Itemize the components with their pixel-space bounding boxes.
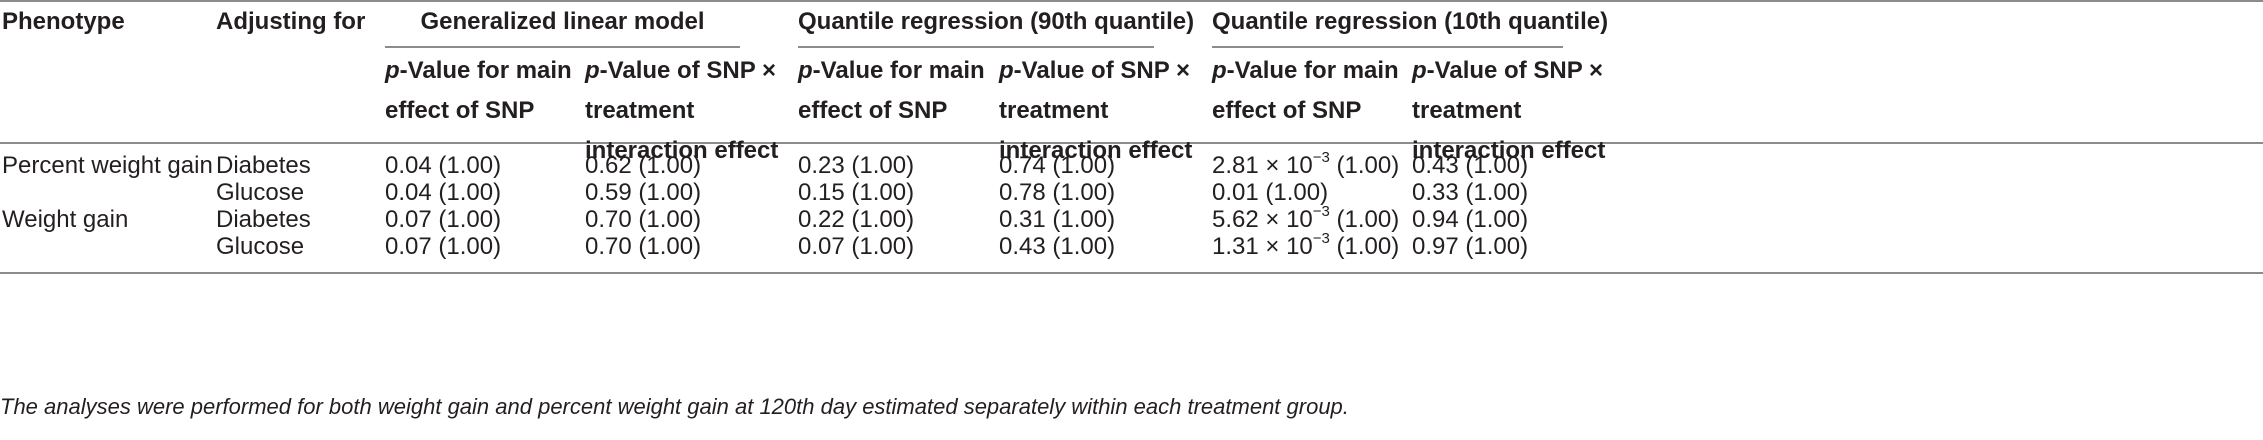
table-cell: 0.33 (1.00) bbox=[1412, 179, 1529, 206]
table-cell: 0.07 (1.00) bbox=[385, 206, 502, 233]
table-cell: 0.59 (1.00) bbox=[585, 179, 702, 206]
row-adjusting-for: Glucose bbox=[216, 179, 305, 206]
header-adjusting-for: Adjusting for bbox=[216, 8, 366, 35]
subheader-main-q90: p-Value for main effect of SNP bbox=[798, 57, 985, 124]
table-cell: 0.74 (1.00) bbox=[999, 152, 1116, 179]
table-cell: 0.62 (1.00) bbox=[585, 152, 702, 179]
table-cell: 2.81 × 10−3 (1.00) bbox=[1212, 149, 1400, 179]
table-cell: 1.31 × 10−3 (1.00) bbox=[1212, 230, 1400, 260]
table-cell: 0.70 (1.00) bbox=[585, 233, 702, 260]
table-cell: 5.62 × 10−3 (1.00) bbox=[1212, 203, 1400, 233]
table-bottom-rule bbox=[0, 272, 2263, 274]
group-rule-q10 bbox=[1212, 46, 1563, 48]
subheader-interaction-q10: p-Value of SNP × treatment interaction e… bbox=[1412, 57, 1606, 164]
row-phenotype: Percent weight gain bbox=[2, 152, 213, 179]
table-cell: 0.43 (1.00) bbox=[1412, 152, 1529, 179]
table-cell: 0.43 (1.00) bbox=[999, 233, 1116, 260]
row-phenotype: Weight gain bbox=[2, 206, 129, 233]
table-cell: 0.04 (1.00) bbox=[385, 179, 502, 206]
subheader-interaction-glm: p-Value of SNP × treatment interaction e… bbox=[585, 57, 779, 164]
table-cell: 0.22 (1.00) bbox=[798, 206, 915, 233]
subheader-interaction-q90: p-Value of SNP × treatment interaction e… bbox=[999, 57, 1193, 164]
row-adjusting-for: Diabetes bbox=[216, 152, 311, 179]
table-cell: 0.01 (1.00) bbox=[1212, 179, 1329, 206]
table-cell: 0.31 (1.00) bbox=[999, 206, 1116, 233]
group-rule-glm bbox=[385, 46, 740, 48]
table-cell: 0.23 (1.00) bbox=[798, 152, 915, 179]
table-cell: 0.15 (1.00) bbox=[798, 179, 915, 206]
table-top-rule bbox=[0, 0, 2263, 2]
subheader-main-glm: p-Value for main effect of SNP bbox=[385, 57, 572, 124]
table-cell: 0.04 (1.00) bbox=[385, 152, 502, 179]
row-adjusting-for: Glucose bbox=[216, 233, 305, 260]
row-adjusting-for: Diabetes bbox=[216, 206, 311, 233]
header-phenotype: Phenotype bbox=[2, 8, 125, 35]
header-group-q10: Quantile regression (10th quantile) bbox=[1212, 8, 1609, 35]
table-cell: 0.07 (1.00) bbox=[385, 233, 502, 260]
table-cell: 0.94 (1.00) bbox=[1412, 206, 1529, 233]
header-bottom-rule bbox=[0, 142, 2263, 144]
table-footnote: The analyses were performed for both wei… bbox=[0, 394, 1349, 419]
table-cell: 0.07 (1.00) bbox=[798, 233, 915, 260]
group-rule-q90 bbox=[798, 46, 1154, 48]
table-cell: 0.78 (1.00) bbox=[999, 179, 1116, 206]
header-group-q90: Quantile regression (90th quantile) bbox=[798, 8, 1195, 35]
table-cell: 0.70 (1.00) bbox=[585, 206, 702, 233]
subheader-main-q10: p-Value for main effect of SNP bbox=[1212, 57, 1399, 124]
header-group-glm: Generalized linear model bbox=[420, 8, 705, 35]
table-cell: 0.97 (1.00) bbox=[1412, 233, 1529, 260]
